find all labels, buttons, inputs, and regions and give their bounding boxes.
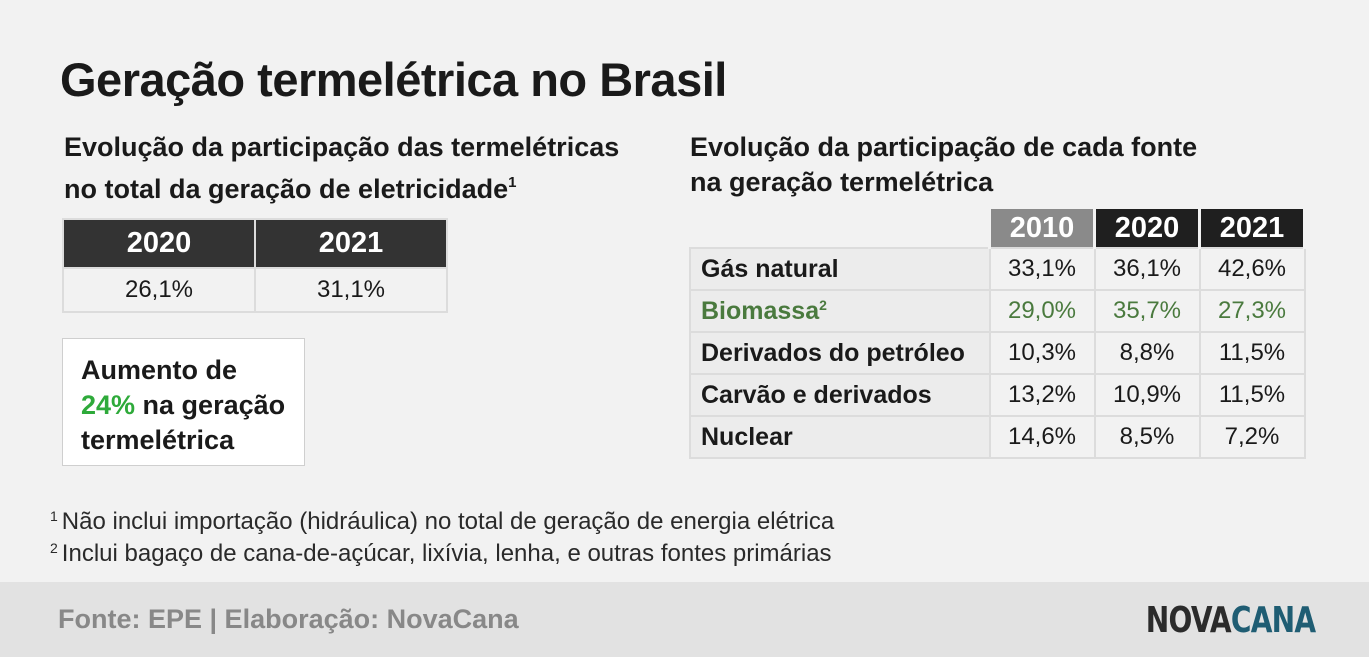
footnote-1-text: Não inclui importação (hidráulica) no to… xyxy=(61,508,835,535)
row-label: Gás natural xyxy=(689,247,991,291)
row-label: Carvão e derivados xyxy=(689,373,991,417)
table-row: Derivados do petróleo 10,3% 8,8% 11,5% xyxy=(689,331,1306,375)
cell-2010: 33,1% xyxy=(988,247,1096,291)
cell-2010: 10,3% xyxy=(988,331,1096,375)
page-title: Geração termelétrica no Brasil xyxy=(60,53,727,106)
footer-bar: Fonte: EPE | Elaboração: NovaCana NOVACA… xyxy=(0,582,1369,657)
cell-2020: 8,8% xyxy=(1093,331,1201,375)
cell-2021: 27,3% xyxy=(1198,289,1306,333)
callout-highlight: 24% xyxy=(81,390,136,420)
value-2021: 31,1% xyxy=(254,267,448,313)
footnote-1-mark: 1 xyxy=(50,508,58,524)
right-subtitle-line2: na geração termelétrica xyxy=(690,167,994,197)
thermal-share-row: 26,1% 31,1% xyxy=(62,267,448,313)
cell-2010: 14,6% xyxy=(988,415,1096,459)
cell-2021: 11,5% xyxy=(1198,373,1306,417)
row-label-footnote-mark: 2 xyxy=(819,296,827,313)
right-subtitle-line1: Evolução da participação de cada fonte xyxy=(690,132,1198,162)
value-2020: 26,1% xyxy=(62,267,256,313)
cell-2010: 13,2% xyxy=(988,373,1096,417)
row-label: Biomassa2 xyxy=(689,289,991,333)
header-year-2020: 2020 xyxy=(62,218,256,269)
left-subtitle-line1: Evolução da participação das termelétric… xyxy=(64,132,620,162)
table-row: Gás natural 33,1% 36,1% 42,6% xyxy=(689,247,1306,291)
cell-2021: 42,6% xyxy=(1198,247,1306,291)
cell-2020: 8,5% xyxy=(1093,415,1201,459)
logo-part-nova: NOVA xyxy=(1145,600,1231,641)
cell-2020: 10,9% xyxy=(1093,373,1201,417)
thermal-share-table: 2020 2021 26,1% 31,1% xyxy=(62,218,448,313)
cell-2020: 35,7% xyxy=(1093,289,1201,333)
row-label: Nuclear xyxy=(689,415,991,459)
callout-line3: termelétrica xyxy=(81,425,235,455)
row-label-text: Biomassa xyxy=(701,296,820,325)
header-year-2020: 2020 xyxy=(1093,209,1201,248)
table-row: Biomassa2 29,0% 35,7% 27,3% xyxy=(689,289,1306,333)
left-subtitle-line2: no total da geração de eletricidade xyxy=(64,174,509,204)
increase-callout: Aumento de 24% na geração termelétrica xyxy=(62,338,305,466)
row-label: Derivados do petróleo xyxy=(689,331,991,375)
callout-line2: na geração xyxy=(135,390,286,420)
callout-line1: Aumento de xyxy=(81,355,238,385)
left-subtitle: Evolução da participação das termelétric… xyxy=(64,130,664,207)
footnote-2-text: Inclui bagaço de cana-de-açúcar, lixívia… xyxy=(61,540,832,567)
cell-2021: 7,2% xyxy=(1198,415,1306,459)
footnote-1: 1 Não inclui importação (hidráulica) no t… xyxy=(50,508,834,536)
header-year-2021: 2021 xyxy=(1198,209,1306,248)
logo-part-cana: CANA xyxy=(1230,600,1316,641)
header-blank xyxy=(690,209,990,248)
source-share-header-row: 2010 2020 2021 xyxy=(690,209,1306,248)
novacana-logo: NOVACANA xyxy=(1145,600,1315,641)
cell-2021: 11,5% xyxy=(1198,331,1306,375)
table-row: Carvão e derivados 13,2% 10,9% 11,5% xyxy=(689,373,1306,417)
footnote-2: 2 Inclui bagaço de cana-de-açúcar, lixívi… xyxy=(50,540,832,568)
header-year-2010: 2010 xyxy=(988,209,1096,248)
right-subtitle: Evolução da participação de cada fonte n… xyxy=(690,130,1290,200)
left-subtitle-footnote-mark: 1 xyxy=(508,174,517,191)
thermal-share-header-row: 2020 2021 xyxy=(62,218,448,269)
cell-2010: 29,0% xyxy=(988,289,1096,333)
source-credit: Fonte: EPE | Elaboração: NovaCana xyxy=(58,604,519,634)
table-row: Nuclear 14,6% 8,5% 7,2% xyxy=(689,415,1306,459)
footnote-2-mark: 2 xyxy=(50,540,58,556)
cell-2020: 36,1% xyxy=(1093,247,1201,291)
source-share-table: 2010 2020 2021 Gás natural 33,1% 36,1% 4… xyxy=(689,209,1306,459)
header-year-2021: 2021 xyxy=(254,218,448,269)
